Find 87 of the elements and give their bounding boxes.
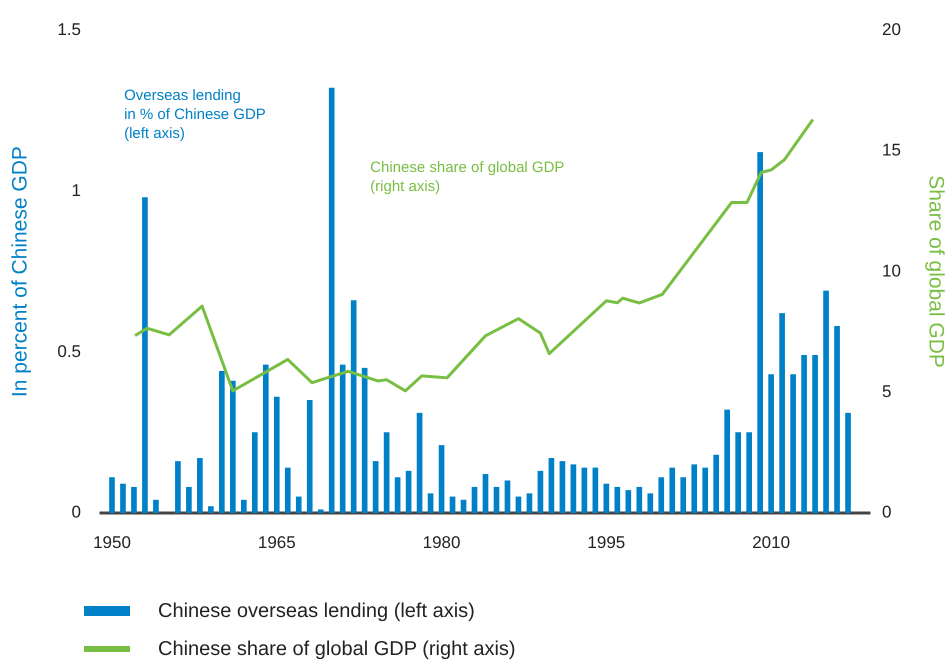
bar: [109, 477, 115, 513]
x-tick-label: 2010: [752, 532, 790, 552]
bar: [142, 197, 148, 513]
bar: [702, 468, 708, 513]
bar: [153, 500, 159, 513]
bar: [460, 500, 466, 513]
bar: [713, 454, 720, 513]
bar: [416, 412, 422, 513]
y-tick-label: 0: [72, 502, 81, 522]
bar: [779, 313, 785, 513]
bar: [647, 493, 654, 513]
bar: [296, 496, 302, 513]
y2-tick-label: 10: [882, 261, 901, 280]
bar: [394, 477, 400, 513]
bar: [548, 458, 554, 513]
bar: [636, 486, 642, 513]
bar: [131, 486, 137, 513]
bar: [768, 374, 774, 513]
bar: [812, 354, 818, 513]
bar: [428, 493, 434, 513]
bar: [669, 468, 676, 513]
y-tick-label: 1.5: [57, 20, 81, 39]
bar: [526, 493, 532, 513]
bar: [438, 445, 444, 513]
bar: [262, 364, 269, 513]
bar: [658, 477, 664, 513]
bar: [604, 484, 610, 513]
bar: [219, 371, 225, 513]
bar: [790, 374, 796, 513]
legend-label: Chinese overseas lending (left axis): [158, 600, 475, 622]
x-tick-label: 1980: [422, 532, 460, 552]
bar: [384, 432, 390, 513]
bar: [757, 152, 763, 513]
bar: [823, 290, 829, 513]
bar: [472, 486, 478, 513]
bar: [252, 432, 258, 513]
bar: [372, 461, 378, 513]
bar: [208, 506, 214, 513]
bar: [504, 480, 510, 513]
bar: [494, 486, 500, 513]
bar: [801, 354, 807, 513]
bar: [482, 474, 488, 513]
bar: [340, 364, 346, 513]
x-tick-label: 1995: [587, 532, 626, 552]
x-tick-label: 1965: [258, 532, 296, 552]
bar: [614, 486, 620, 513]
bar: [350, 300, 356, 513]
bar: [362, 368, 368, 513]
bar: [582, 468, 588, 513]
bar: [746, 432, 752, 513]
legend-label: Chinese share of global GDP (right axis): [158, 638, 516, 660]
y-axis-title: In percent of Chinese GDP: [8, 146, 32, 398]
x-tick-label: 1950: [93, 532, 131, 552]
bar: [834, 326, 840, 513]
annotation: Chinese share of global GDP (right axis): [370, 159, 564, 196]
bar: [284, 468, 291, 513]
bar: [680, 477, 686, 513]
bar: [406, 470, 412, 513]
bar: [845, 412, 851, 513]
y-tick-label: 1: [72, 180, 81, 200]
bar: [724, 410, 730, 513]
bar: [240, 500, 247, 513]
bar: [570, 464, 576, 513]
bar: [186, 486, 192, 513]
y2-tick-label: 20: [882, 20, 901, 39]
bar: [230, 380, 236, 513]
bar: [197, 458, 203, 513]
y2-tick-label: 15: [882, 140, 901, 160]
bar: [516, 496, 522, 513]
bar: [625, 490, 632, 513]
annotation: Overseas lending in % of Chinese GDP (left axis): [124, 86, 266, 142]
y2-tick-label: 5: [882, 382, 892, 401]
y-tick-label: 0.5: [57, 342, 81, 361]
bar: [318, 509, 324, 513]
bar: [120, 484, 126, 513]
y2-axis-title: Share of global GDP: [924, 175, 948, 368]
bar: [328, 88, 335, 513]
bar: [560, 461, 566, 513]
bar: [592, 468, 598, 513]
bar: [691, 464, 698, 513]
bar: [175, 461, 181, 513]
bar: [306, 400, 313, 513]
bar: [735, 432, 741, 513]
y2-tick-label: 0: [882, 502, 892, 522]
bar: [450, 496, 456, 513]
bar: [274, 396, 280, 513]
bar: [538, 470, 544, 513]
